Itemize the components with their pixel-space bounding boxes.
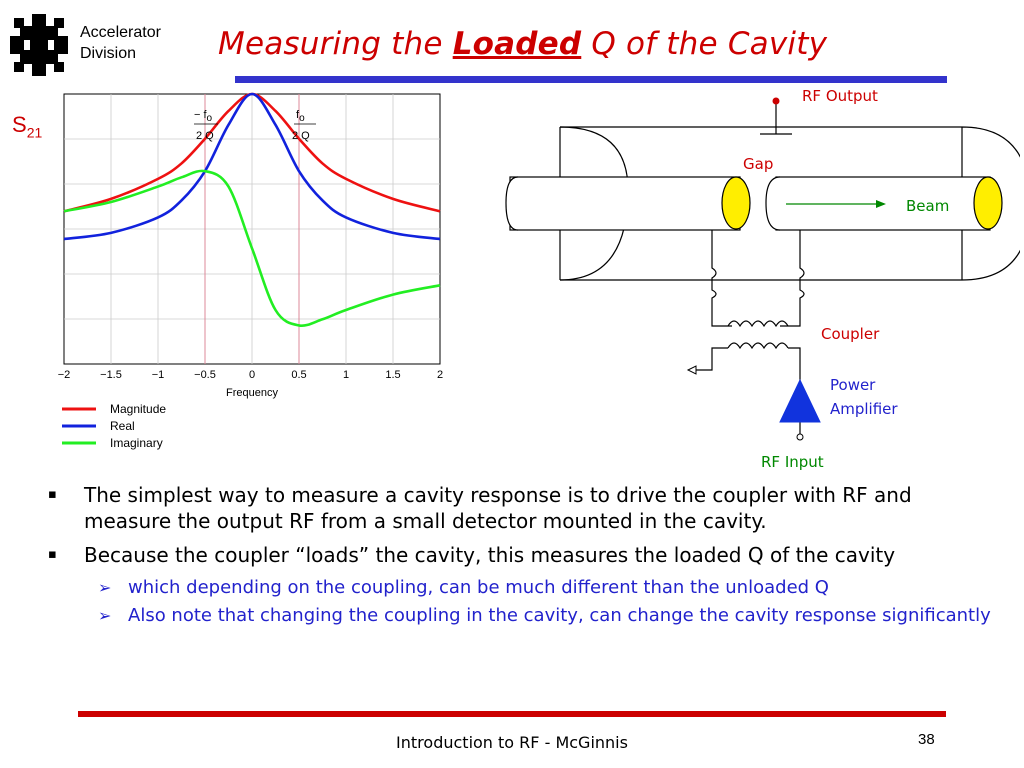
resonance-chart: −2 −1.5 −1 −0.5 0 0.5 1 1.5 2 Frequency − fo 2 Q… <box>58 92 443 450</box>
arrow-bullet-icon: ➢ <box>98 578 112 597</box>
annotation-pos: fo 2 Q <box>292 109 316 142</box>
division-line1: Accelerator <box>80 24 161 41</box>
label-gap: Gap <box>743 155 773 173</box>
page-number: 38 <box>918 731 935 748</box>
annotation-neg: − fo 2 Q <box>194 109 218 142</box>
slide-title: Measuring the Loaded Q of the Cavity <box>218 26 827 62</box>
coupler-loop-left <box>711 230 732 327</box>
cavity-schematic: RF Output Gap Beam Coupler Power Amplifi… <box>505 87 1020 471</box>
title-part2: Q of the Cavity <box>581 26 828 62</box>
x-axis-label: Frequency <box>226 387 278 399</box>
title-emphasis: Loaded <box>452 26 582 62</box>
annotation-pos-sub: o <box>299 113 305 124</box>
coupler-output-arrow <box>686 365 697 375</box>
rf-output-terminal <box>772 97 780 105</box>
x-tick-label: 0.5 <box>291 369 306 381</box>
annotation-pos-den: 2 Q <box>292 130 310 142</box>
title-part1: Measuring the <box>218 26 453 62</box>
label-rf-input: RF Input <box>761 453 824 471</box>
x-tick-label: −0.5 <box>194 369 216 381</box>
arrow-bullet-icon: ➢ <box>98 606 112 625</box>
beam-arrowhead <box>876 200 886 208</box>
bullet-marker: ▪ <box>48 547 57 562</box>
label-beam: Beam <box>906 197 949 215</box>
x-tick-label: −2 <box>58 369 71 381</box>
coupler-feed-left <box>694 347 728 371</box>
bullet-text: Because the coupler “loads” the cavity, … <box>84 543 896 567</box>
sub-bullet-text: which depending on the coupling, can be … <box>128 577 829 598</box>
s21-subscript: 21 <box>26 124 43 141</box>
footer-bar <box>78 711 946 717</box>
x-tick-label: 1.5 <box>385 369 400 381</box>
x-tick-labels: −2 −1.5 −1 −0.5 0 0.5 1 1.5 2 <box>58 369 443 381</box>
svg-text:fo: fo <box>296 109 305 124</box>
coupler-coil-upper <box>727 320 789 328</box>
label-rf-output: RF Output <box>802 87 878 105</box>
division-label: Accelerator Division <box>80 22 161 64</box>
bullet-text: The simplest way to measure a cavity res… <box>84 483 912 533</box>
beam-tube-left-cap <box>505 176 519 231</box>
annotation-neg-num: − f <box>194 109 207 121</box>
annotation-neg-den: 2 Q <box>196 130 214 142</box>
beam-tube-left-end <box>721 176 751 230</box>
fermilab-logo <box>10 14 68 76</box>
label-coupler: Coupler <box>821 325 880 343</box>
legend-real: Real <box>110 419 135 433</box>
beam-tube-right-end <box>973 176 1003 230</box>
sub-bullet-item: ➢ Also note that changing the coupling in… <box>40 604 1000 628</box>
sub-bullet-item: ➢ which depending on the coupling, can be… <box>40 576 1000 600</box>
series-imaginary <box>63 169 441 328</box>
annotation-neg-sub: o <box>207 113 213 124</box>
legend-imaginary: Imaginary <box>110 436 163 450</box>
beam-tube-right-cap <box>765 176 781 231</box>
beam-tube-left <box>509 176 741 231</box>
x-tick-label: −1.5 <box>100 369 122 381</box>
s21-label: S21 <box>12 112 42 140</box>
division-line2: Division <box>80 45 137 62</box>
rf-input-terminal <box>796 433 804 441</box>
coupler-coil-lower <box>727 342 789 350</box>
bullet-item: ▪ Because the coupler “loads” the cavity,… <box>40 542 1000 568</box>
bullet-item: ▪ The simplest way to measure a cavity re… <box>40 482 1000 534</box>
label-power: Power <box>830 376 876 394</box>
power-amplifier-symbol <box>779 378 821 423</box>
s21-base: S <box>12 112 27 137</box>
x-tick-label: 1 <box>343 369 349 381</box>
x-tick-label: −1 <box>152 369 165 381</box>
chart-series <box>63 92 441 328</box>
svg-text:− fo: − fo <box>194 109 213 124</box>
annotation-pos-num: f <box>296 109 300 121</box>
footer-title: Introduction to RF - McGinnis <box>396 733 628 752</box>
series-real <box>63 92 441 241</box>
x-tick-label: 2 <box>437 369 443 381</box>
chart-legend: Magnitude Real Imaginary <box>62 402 166 450</box>
coupler-feed-right <box>788 347 801 382</box>
x-tick-label: 0 <box>249 369 255 381</box>
coupler-loop-right <box>780 230 805 327</box>
bullet-marker: ▪ <box>48 487 57 502</box>
label-amplifier: Amplifier <box>830 400 898 418</box>
sub-bullet-text: Also note that changing the coupling in … <box>128 605 991 626</box>
title-underline-bar <box>235 76 947 83</box>
legend-magnitude: Magnitude <box>110 402 166 416</box>
bullet-list: ▪ The simplest way to measure a cavity re… <box>40 482 1000 632</box>
